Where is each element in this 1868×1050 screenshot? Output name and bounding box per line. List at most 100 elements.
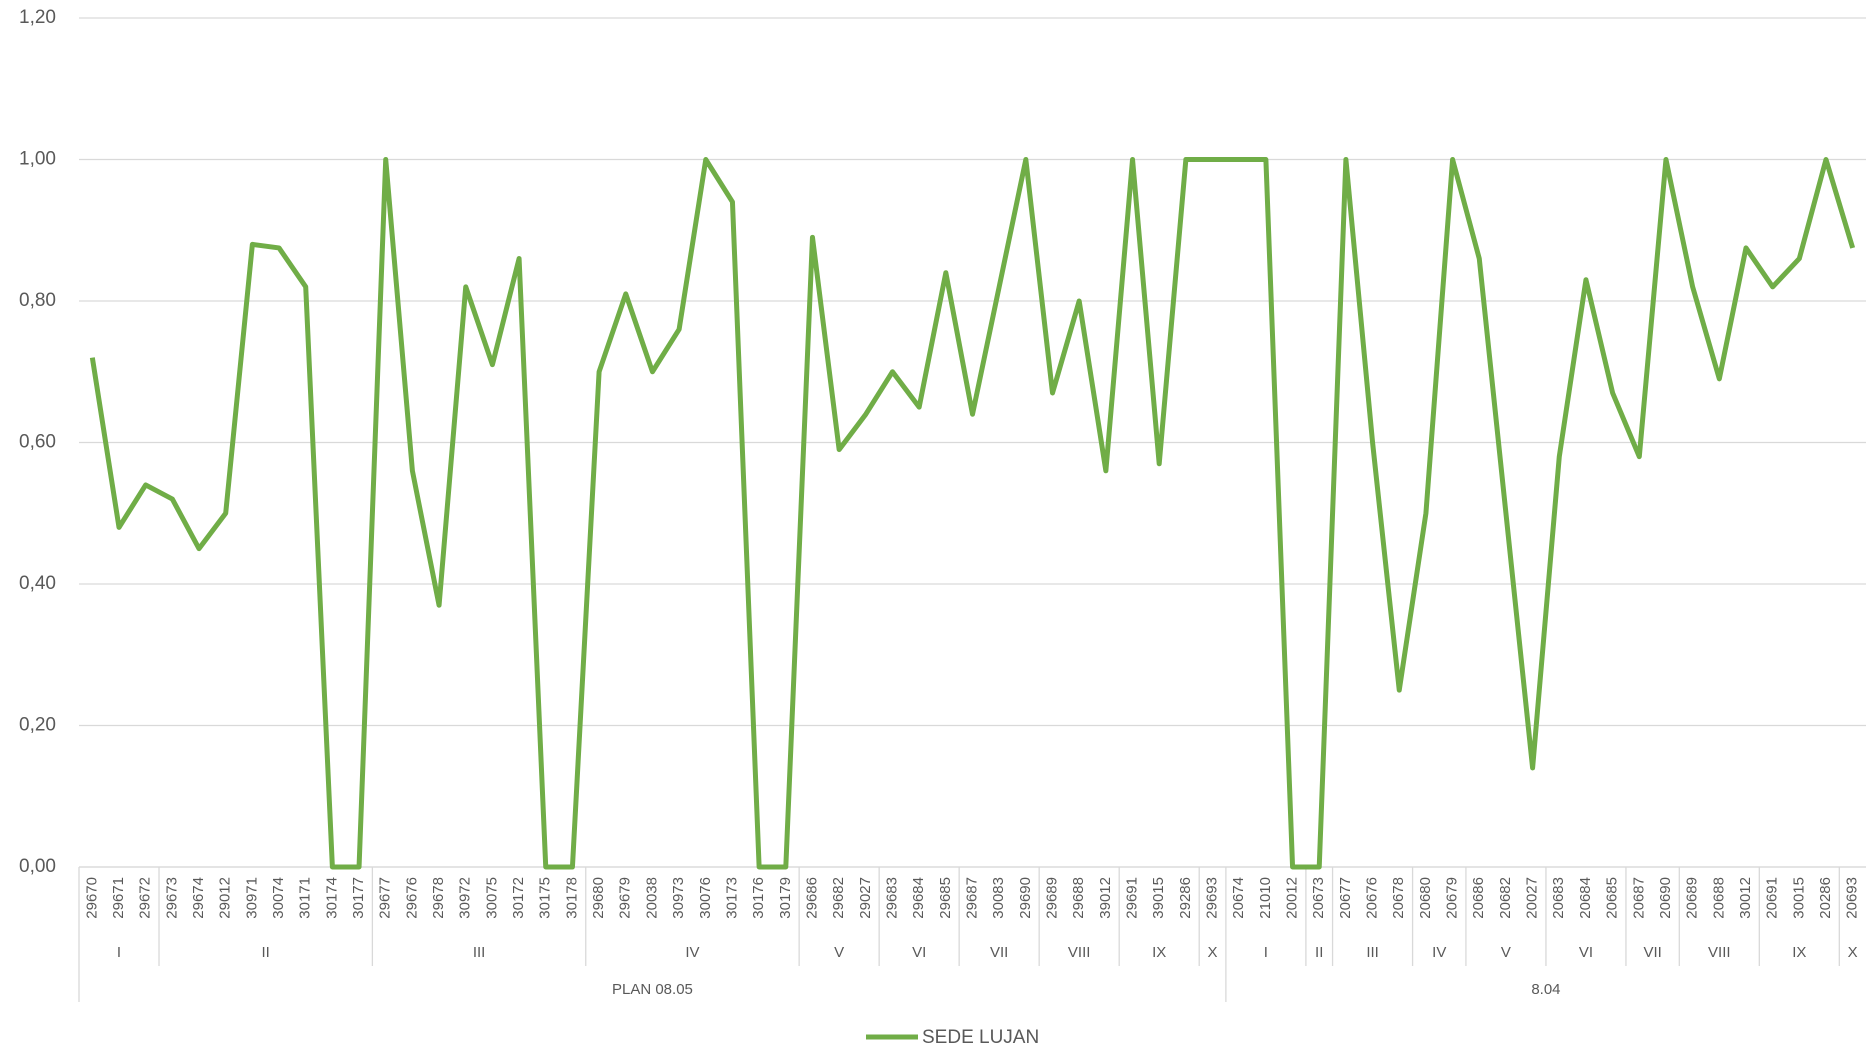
x-tick-label: 20686 xyxy=(1470,877,1487,919)
x-tick-label: 29687 xyxy=(963,877,980,919)
group-label: PLAN 08.05 xyxy=(612,981,693,998)
subgroup-label: IX xyxy=(1792,944,1806,961)
x-tick-label: 29683 xyxy=(883,877,900,919)
y-tick-label: 0,60 xyxy=(19,432,56,453)
subgroup-label: I xyxy=(1264,944,1268,961)
group-label: 8.04 xyxy=(1531,981,1560,998)
x-tick-label: 29682 xyxy=(830,877,847,919)
x-tick-label: 29673 xyxy=(163,877,180,919)
x-tick-label: 30177 xyxy=(350,877,367,919)
x-tick-label: 30172 xyxy=(510,877,527,919)
x-tick-label: 29685 xyxy=(937,877,954,919)
x-tick-label: 29690 xyxy=(1017,877,1034,919)
x-tick-label: 29678 xyxy=(430,877,447,919)
x-tick-label: 30075 xyxy=(483,877,500,919)
x-tick-label: 20676 xyxy=(1364,877,1381,919)
x-tick-label: 30012 xyxy=(1737,877,1754,919)
subgroup-label: VII xyxy=(990,944,1008,961)
subgroup-label: VI xyxy=(912,944,926,961)
subgroup-label: VIII xyxy=(1708,944,1731,961)
x-tick-label: 29693 xyxy=(1204,877,1221,919)
x-tick-label: 29679 xyxy=(617,877,634,919)
subgroup-label: X xyxy=(1848,944,1858,961)
x-tick-label: 30173 xyxy=(723,877,740,919)
subgroup-label: II xyxy=(1315,944,1323,961)
x-tick-label: 39015 xyxy=(1150,877,1167,919)
y-tick-label: 0,40 xyxy=(19,573,56,594)
x-tick-label: 20687 xyxy=(1630,877,1647,919)
x-tick-label: 20677 xyxy=(1337,877,1354,919)
subgroup-label: III xyxy=(1366,944,1379,961)
x-tick-label: 20680 xyxy=(1417,877,1434,919)
subgroup-label: III xyxy=(473,944,486,961)
y-tick-label: 0,00 xyxy=(19,856,56,877)
x-tick-label: 20691 xyxy=(1764,877,1781,919)
x-tick-label: 20689 xyxy=(1684,877,1701,919)
x-tick-label: 30083 xyxy=(990,877,1007,919)
x-tick-label: 20693 xyxy=(1844,877,1861,919)
x-tick-label: 30971 xyxy=(243,877,260,919)
x-tick-label: 29012 xyxy=(217,877,234,919)
subgroup-label: VII xyxy=(1643,944,1661,961)
series-line xyxy=(89,157,1856,870)
x-tick-label: 30074 xyxy=(270,877,287,919)
x-tick-label: 20688 xyxy=(1710,877,1727,919)
x-tick-label: 30176 xyxy=(750,877,767,919)
x-tick-label: 30973 xyxy=(670,877,687,919)
x-tick-label: 29670 xyxy=(83,877,100,919)
x-tick-label: 29684 xyxy=(910,877,927,919)
x-tick-label: 29686 xyxy=(803,877,820,919)
x-tick-label: 30076 xyxy=(697,877,714,919)
x-tick-label: 29676 xyxy=(403,877,420,919)
x-tick-label: 20685 xyxy=(1604,877,1621,919)
y-tick-label: 0,80 xyxy=(19,290,56,311)
x-tick-label: 20683 xyxy=(1550,877,1567,919)
x-tick-label: 29674 xyxy=(190,877,207,919)
x-tick-label: 29688 xyxy=(1070,877,1087,919)
x-tick-label: 29672 xyxy=(137,877,154,919)
x-tick-label: 20690 xyxy=(1657,877,1674,919)
subgroup-label: V xyxy=(834,944,844,961)
y-tick-label: 1,00 xyxy=(19,149,56,170)
x-tick-label: 30015 xyxy=(1790,877,1807,919)
x-tick-label: 30179 xyxy=(777,877,794,919)
x-tick-label: 21010 xyxy=(1257,877,1274,919)
subgroup-label: I xyxy=(117,944,121,961)
x-tick-label: 20286 xyxy=(1817,877,1834,919)
x-tick-label: 29680 xyxy=(590,877,607,919)
x-tick-label: 30174 xyxy=(323,877,340,919)
subgroup-label: VIII xyxy=(1068,944,1091,961)
x-tick-label: 29286 xyxy=(1177,877,1194,919)
subgroup-label: IV xyxy=(685,944,699,961)
x-tick-label: 30972 xyxy=(457,877,474,919)
x-tick-label: 20679 xyxy=(1444,877,1461,919)
x-tick-label: 39012 xyxy=(1097,877,1114,919)
x-tick-label: 20012 xyxy=(1284,877,1301,919)
x-tick-label: 20027 xyxy=(1524,877,1541,919)
subgroup-label: X xyxy=(1208,944,1218,961)
x-tick-label: 20682 xyxy=(1497,877,1514,919)
legend-label: SEDE LUJAN xyxy=(922,1027,1039,1048)
x-tick-label: 20674 xyxy=(1230,877,1247,919)
subgroup-label: VI xyxy=(1579,944,1593,961)
subgroup-label: IX xyxy=(1152,944,1166,961)
x-tick-label: 30171 xyxy=(297,877,314,919)
x-tick-label: 29677 xyxy=(377,877,394,919)
subgroup-label: IV xyxy=(1432,944,1446,961)
x-tick-label: 30178 xyxy=(563,877,580,919)
x-tick-label: 29689 xyxy=(1043,877,1060,919)
y-tick-label: 1,20 xyxy=(19,7,56,28)
x-tick-label: 20678 xyxy=(1390,877,1407,919)
x-tick-label: 29671 xyxy=(110,877,127,919)
subgroup-label: II xyxy=(262,944,270,961)
y-tick-label: 0,20 xyxy=(19,715,56,736)
x-tick-label: 20673 xyxy=(1310,877,1327,919)
x-tick-label: 20684 xyxy=(1577,877,1594,919)
x-tick-label: 30175 xyxy=(537,877,554,919)
x-tick-label: 29691 xyxy=(1123,877,1140,919)
x-tick-label: 29027 xyxy=(857,877,874,919)
subgroup-label: V xyxy=(1501,944,1511,961)
x-tick-label: 20038 xyxy=(643,877,660,919)
